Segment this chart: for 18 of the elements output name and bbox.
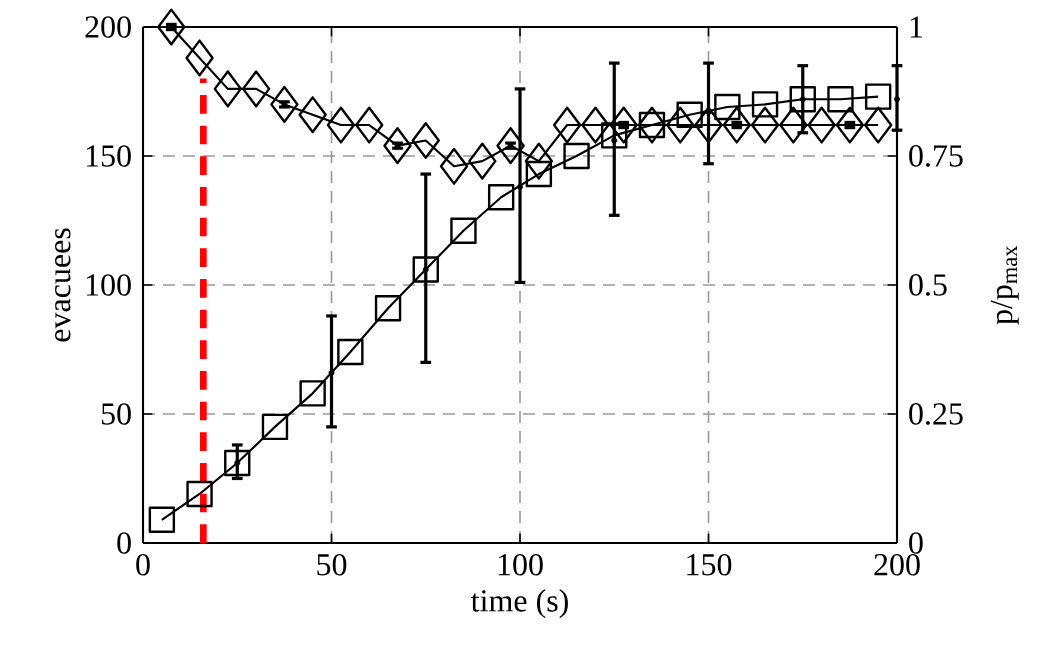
x-axis-title: time (s) bbox=[471, 589, 568, 619]
y-tick-label: 50 bbox=[101, 403, 131, 425]
y2-tick-label: 1 bbox=[910, 16, 923, 38]
y2-axis-title: p/p$_{max}$ bbox=[990, 245, 1019, 325]
y2-tick-label: 0.5 bbox=[909, 274, 947, 296]
y-tick-label: 100 bbox=[86, 274, 131, 296]
y-axis-title: evacuees bbox=[55, 228, 71, 342]
x-tick-label: 0 bbox=[136, 553, 150, 576]
y2-tick-label: 0.75 bbox=[909, 145, 963, 167]
x-tick-label: 50 bbox=[317, 553, 347, 576]
x-tick-label: 150 bbox=[687, 553, 732, 576]
y-tick-label: 200 bbox=[85, 16, 131, 38]
y2-tick-label: 0 bbox=[909, 532, 923, 554]
y-tick-label: 150 bbox=[86, 145, 131, 167]
x-tick-label: 100 bbox=[498, 553, 543, 576]
y-tick-label: 0 bbox=[117, 532, 131, 554]
x-tick-label: 200 bbox=[874, 553, 920, 576]
y2-tick-label: 0.25 bbox=[909, 403, 963, 425]
